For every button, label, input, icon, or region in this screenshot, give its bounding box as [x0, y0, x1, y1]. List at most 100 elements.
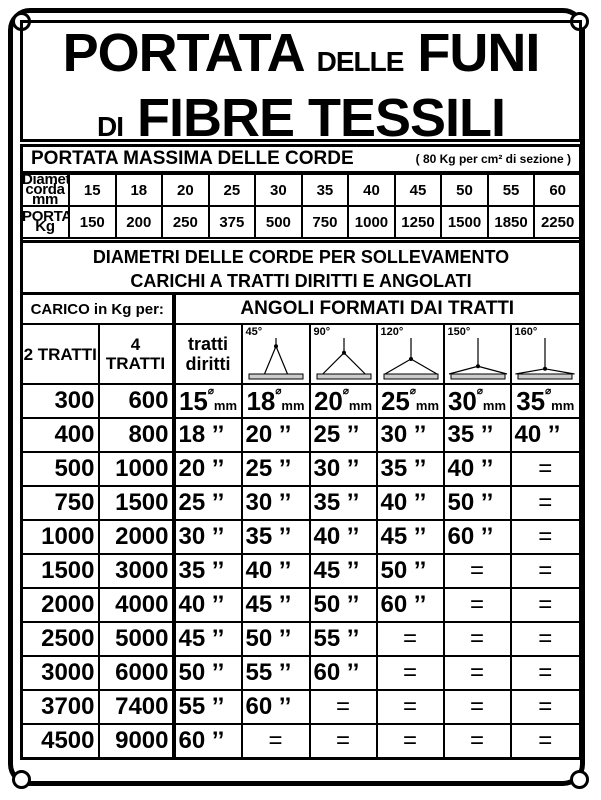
load-4-tratti: 600 [128, 387, 169, 414]
angle-label: 160° [514, 326, 538, 338]
diameter-cell: 45 ’’ [178, 625, 225, 652]
diameter-cell: 50 ’’ [245, 625, 292, 652]
load-4-tratti: 7400 [115, 693, 169, 720]
load-4-tratti: 1000 [115, 455, 169, 482]
col-4-tratti: 4 TRATTI [105, 335, 166, 373]
table-row: 3700 7400 55 ’’ 60 ’’ = = = = [20, 689, 582, 725]
diameter-cell: 25 ’’ [178, 489, 225, 516]
load-4-tratti: 6000 [115, 659, 169, 686]
diameter-cell: 50 ’’ [447, 489, 494, 516]
load-2-tratti: 4500 [41, 727, 95, 754]
diameter-cell: = [469, 625, 484, 652]
diameter-value: 35 [316, 181, 334, 199]
sling-diagram-icon [514, 338, 575, 380]
diameter-cell: = [538, 693, 553, 720]
table-row: 1500 3000 35 ’’ 40 ’’ 45 ’’ 50 ’’ = = [20, 553, 582, 589]
diameter-cell: 25 ’’ [313, 421, 360, 448]
load-2-tratti: 3700 [41, 693, 95, 720]
capacity-table: Diametro corda mm1518202530354045505560 … [20, 173, 582, 239]
capacity-section: PORTATA MASSIMA DELLE CORDE ( 80 Kg per … [20, 144, 582, 240]
title-line1: PORTATA DELLE FUNI [62, 23, 541, 83]
diameter-cell: = [469, 727, 484, 754]
angle-label: 90° [313, 326, 331, 338]
table-row: 750 1500 25 ’’ 30 ’’ 35 ’’ 40 ’’ 50 ’’ = [20, 485, 582, 521]
carico-label: CARICO in Kg per: [30, 300, 164, 318]
title-line2: DI FIBRE TESSILI [96, 88, 506, 148]
diameter-cell: 25 ’’ [245, 455, 292, 482]
diameter-value: 15 [83, 181, 101, 199]
sling-diagram-icon [448, 338, 507, 380]
col-2-tratti: 2 TRATTI [23, 344, 97, 364]
table-row: 300 600 15⌀mm 18⌀mm 20⌀mm 25⌀mm 30⌀mm 35⌀mm [20, 383, 582, 419]
load-2-tratti: 1500 [41, 557, 95, 584]
load-2-tratti: 1000 [41, 523, 95, 550]
diameter-cell: 30 ’’ [178, 523, 225, 550]
diameter-cell: = [538, 557, 553, 584]
angle-header: 120° [375, 323, 445, 385]
diameter-cell: = [538, 659, 553, 686]
diameter-cell: = [538, 591, 553, 618]
table-row: 4500 9000 60 ’’ = = = = = [20, 723, 582, 760]
sling-diagram-icon [383, 338, 438, 380]
angle-label: 120° [380, 326, 404, 338]
load-value: 150 [79, 213, 105, 231]
diameter-cell: 18 ’’ [178, 421, 225, 448]
diameter-cell: = [538, 523, 553, 550]
diameter-cell: 35⌀mm [516, 385, 575, 416]
table-row: 1000 2000 30 ’’ 35 ’’ 40 ’’ 45 ’’ 60 ’’ = [20, 519, 582, 555]
diameter-cell: 45 ’’ [380, 523, 427, 550]
diameter-value: 25 [223, 181, 241, 199]
diameter-cell: = [402, 727, 417, 754]
load-2-tratti: 400 [54, 421, 95, 448]
diameter-cell: 30 ’’ [313, 455, 360, 482]
load-2-tratti: 500 [54, 455, 95, 482]
diameter-cell: 50 ’’ [380, 557, 427, 584]
mounting-hole [570, 770, 589, 789]
diameter-cell: = [335, 693, 350, 720]
diameter-cell: = [335, 727, 350, 754]
load-value: 500 [265, 213, 291, 231]
load-value: 1850 [494, 213, 528, 231]
load-2-tratti: 300 [54, 387, 95, 414]
diameter-cell: 40 ’’ [245, 557, 292, 584]
angle-header: 160° [509, 323, 582, 385]
mounting-hole [12, 770, 31, 789]
angle-header: 45° [240, 323, 311, 385]
diameter-cell: 40 ’’ [514, 421, 561, 448]
load-2-tratti: 3000 [41, 659, 95, 686]
diameter-cell: 45 ’’ [245, 591, 292, 618]
diameter-cell: 30 ’’ [380, 421, 427, 448]
diameter-value: 18 [130, 181, 148, 199]
diameter-cell: 60 ’’ [245, 693, 292, 720]
load-label: PORTATA Kg [22, 208, 67, 235]
diameter-cell: = [469, 591, 484, 618]
diameter-cell: 35 ’’ [178, 557, 225, 584]
diameter-cell: = [538, 455, 553, 482]
load-value: 375 [219, 213, 245, 231]
table-row: 400 800 18 ’’ 20 ’’ 25 ’’ 30 ’’ 35 ’’ 40 ’’ [20, 417, 582, 453]
load-value: 1000 [354, 213, 389, 231]
load-2-tratti: 750 [54, 489, 95, 516]
load-2-tratti: 2000 [41, 591, 95, 618]
table-row: 2500 5000 45 ’’ 50 ’’ 55 ’’ = = = [20, 621, 582, 657]
load-4-tratti: 5000 [115, 625, 169, 652]
load-4-tratti: 800 [128, 421, 169, 448]
diameter-cell: = [538, 727, 553, 754]
sign-border [8, 8, 585, 786]
diameter-cell: 60 ’’ [313, 659, 360, 686]
section-line2: CARICHI A TRATTI DIRITTI E ANGOLATI [130, 271, 472, 291]
angle-label: 150° [447, 326, 471, 338]
section-line1: DIAMETRI DELLE CORDE PER SOLLEVAMENTO [92, 247, 510, 267]
angle-header: 150° [442, 323, 512, 385]
diameter-cell: 18⌀mm [246, 385, 305, 416]
load-value: 1250 [401, 213, 435, 231]
diameter-value: 30 [270, 181, 287, 199]
diameter-cell: = [402, 693, 417, 720]
diameter-label: Diametro corda mm [22, 174, 69, 206]
diameter-cell: 35 ’’ [245, 523, 292, 550]
sling-diagram-icon [248, 338, 303, 380]
diameter-cell: 15⌀mm [178, 385, 238, 416]
diameter-value: 55 [502, 181, 520, 199]
diameter-cell: = [538, 489, 553, 516]
diameter-cell: = [268, 727, 283, 754]
